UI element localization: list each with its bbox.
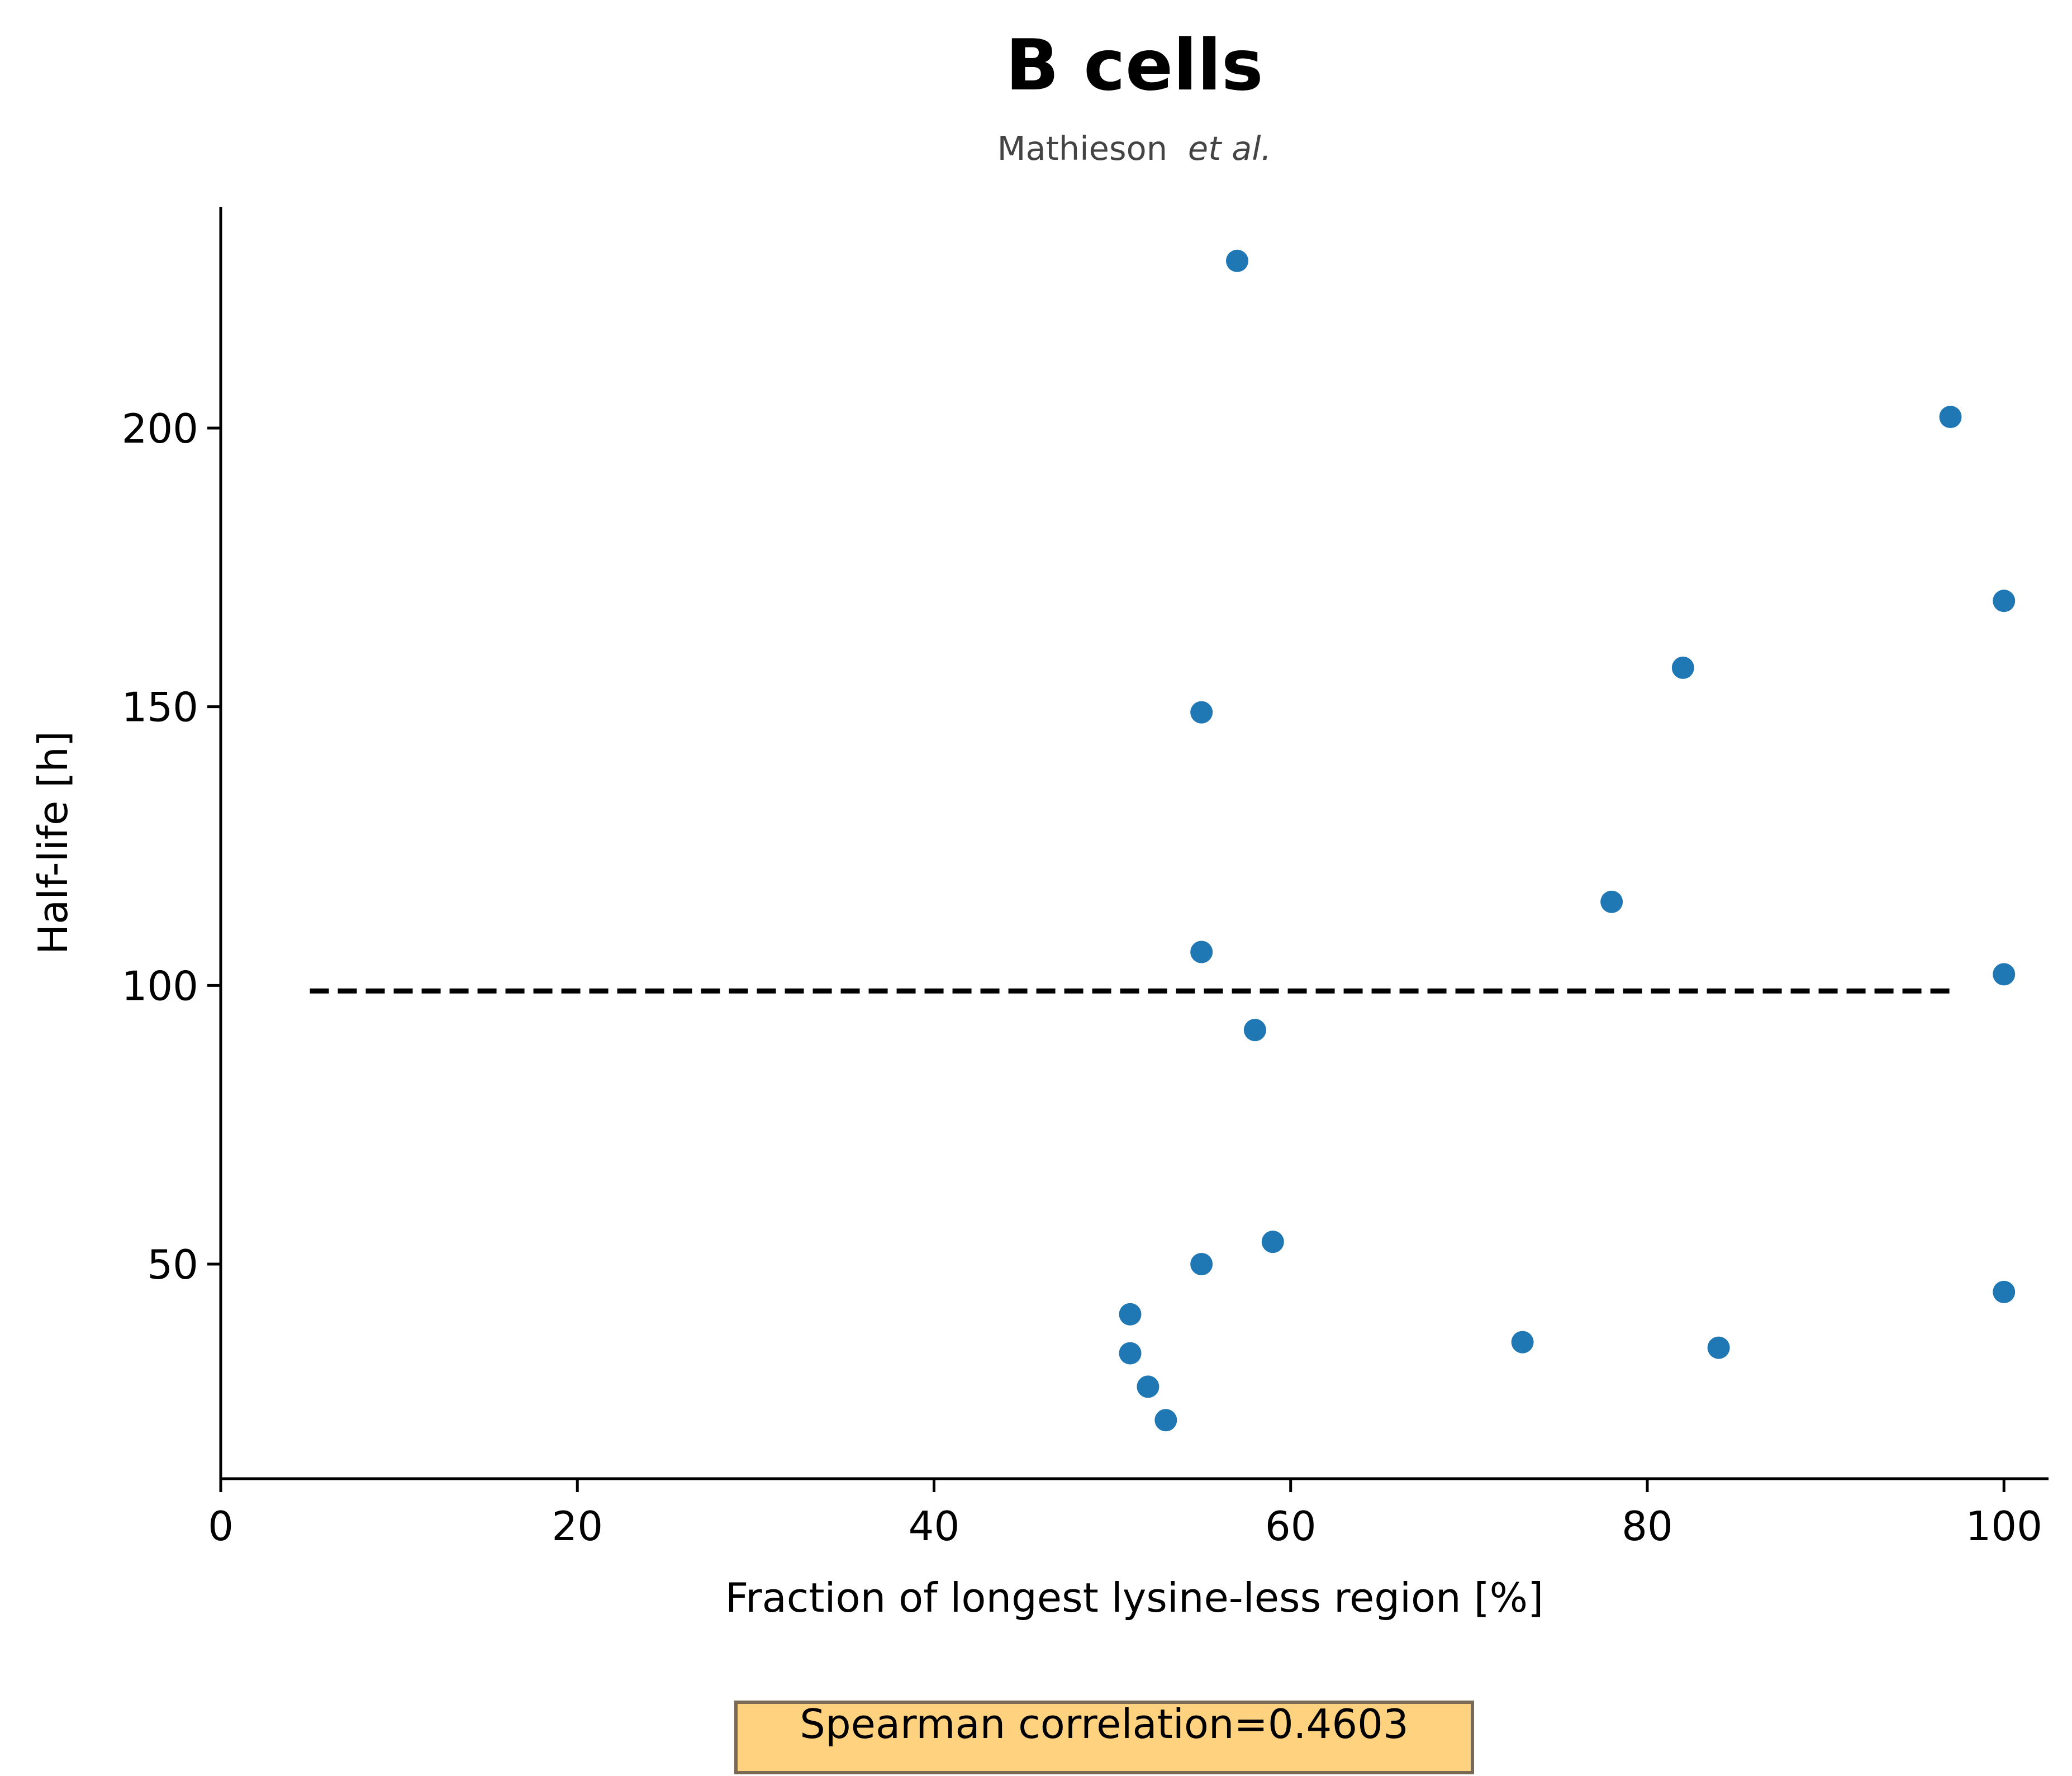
data-point <box>1939 406 1962 429</box>
data-points <box>1119 249 2016 1432</box>
chart-subtitle: Mathieson et al. <box>997 129 1272 168</box>
data-point <box>1225 249 1248 272</box>
y-axis-ticks: 50 100 150 200 <box>122 405 221 1288</box>
x-tick-label: 40 <box>909 1503 960 1550</box>
data-point <box>1600 890 1623 913</box>
data-point <box>1993 1280 2016 1303</box>
data-point <box>1261 1231 1284 1253</box>
data-point <box>1190 701 1213 724</box>
x-axis-label: Fraction of longest lysine-less region [… <box>725 1574 1543 1621</box>
y-tick-label: 150 <box>122 684 198 731</box>
data-point <box>1243 1019 1266 1042</box>
x-tick-label: 80 <box>1622 1503 1673 1550</box>
y-tick-label: 200 <box>122 405 198 452</box>
data-point <box>1154 1409 1177 1432</box>
data-point <box>1671 656 1694 679</box>
x-tick-label: 20 <box>552 1503 603 1550</box>
x-tick-label: 0 <box>208 1503 234 1550</box>
data-point <box>1511 1331 1534 1354</box>
subtitle-author: Mathieson <box>997 129 1168 168</box>
y-tick-label: 100 <box>122 962 198 1009</box>
x-tick-label: 100 <box>1966 1503 2042 1550</box>
y-tick-label: 50 <box>147 1241 198 1288</box>
data-point <box>1190 1253 1213 1275</box>
x-axis-ticks: 0 20 40 60 80 100 <box>208 1479 2042 1550</box>
annotation-text: Spearman correlation=0.4603 <box>800 1701 1409 1747</box>
data-point <box>1137 1375 1159 1398</box>
subtitle-suffix: et al. <box>1188 129 1272 168</box>
data-point <box>1119 1342 1142 1365</box>
chart-title: B cells <box>1005 24 1263 106</box>
x-tick-label: 60 <box>1265 1503 1317 1550</box>
data-point <box>1707 1336 1730 1359</box>
y-axis-label: Half-life [h] <box>30 731 77 955</box>
data-point <box>1119 1303 1142 1326</box>
data-point <box>1190 941 1213 963</box>
data-point <box>1993 963 2016 986</box>
data-point <box>1993 590 2016 612</box>
annotation-box <box>734 1701 1474 1774</box>
